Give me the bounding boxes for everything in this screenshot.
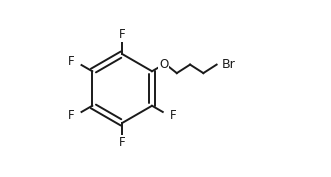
Text: Br: Br	[222, 58, 236, 71]
Text: O: O	[159, 58, 168, 71]
Text: F: F	[68, 109, 75, 122]
Text: F: F	[169, 109, 176, 122]
Text: F: F	[68, 55, 75, 68]
Text: F: F	[119, 28, 125, 41]
Text: F: F	[119, 136, 125, 149]
